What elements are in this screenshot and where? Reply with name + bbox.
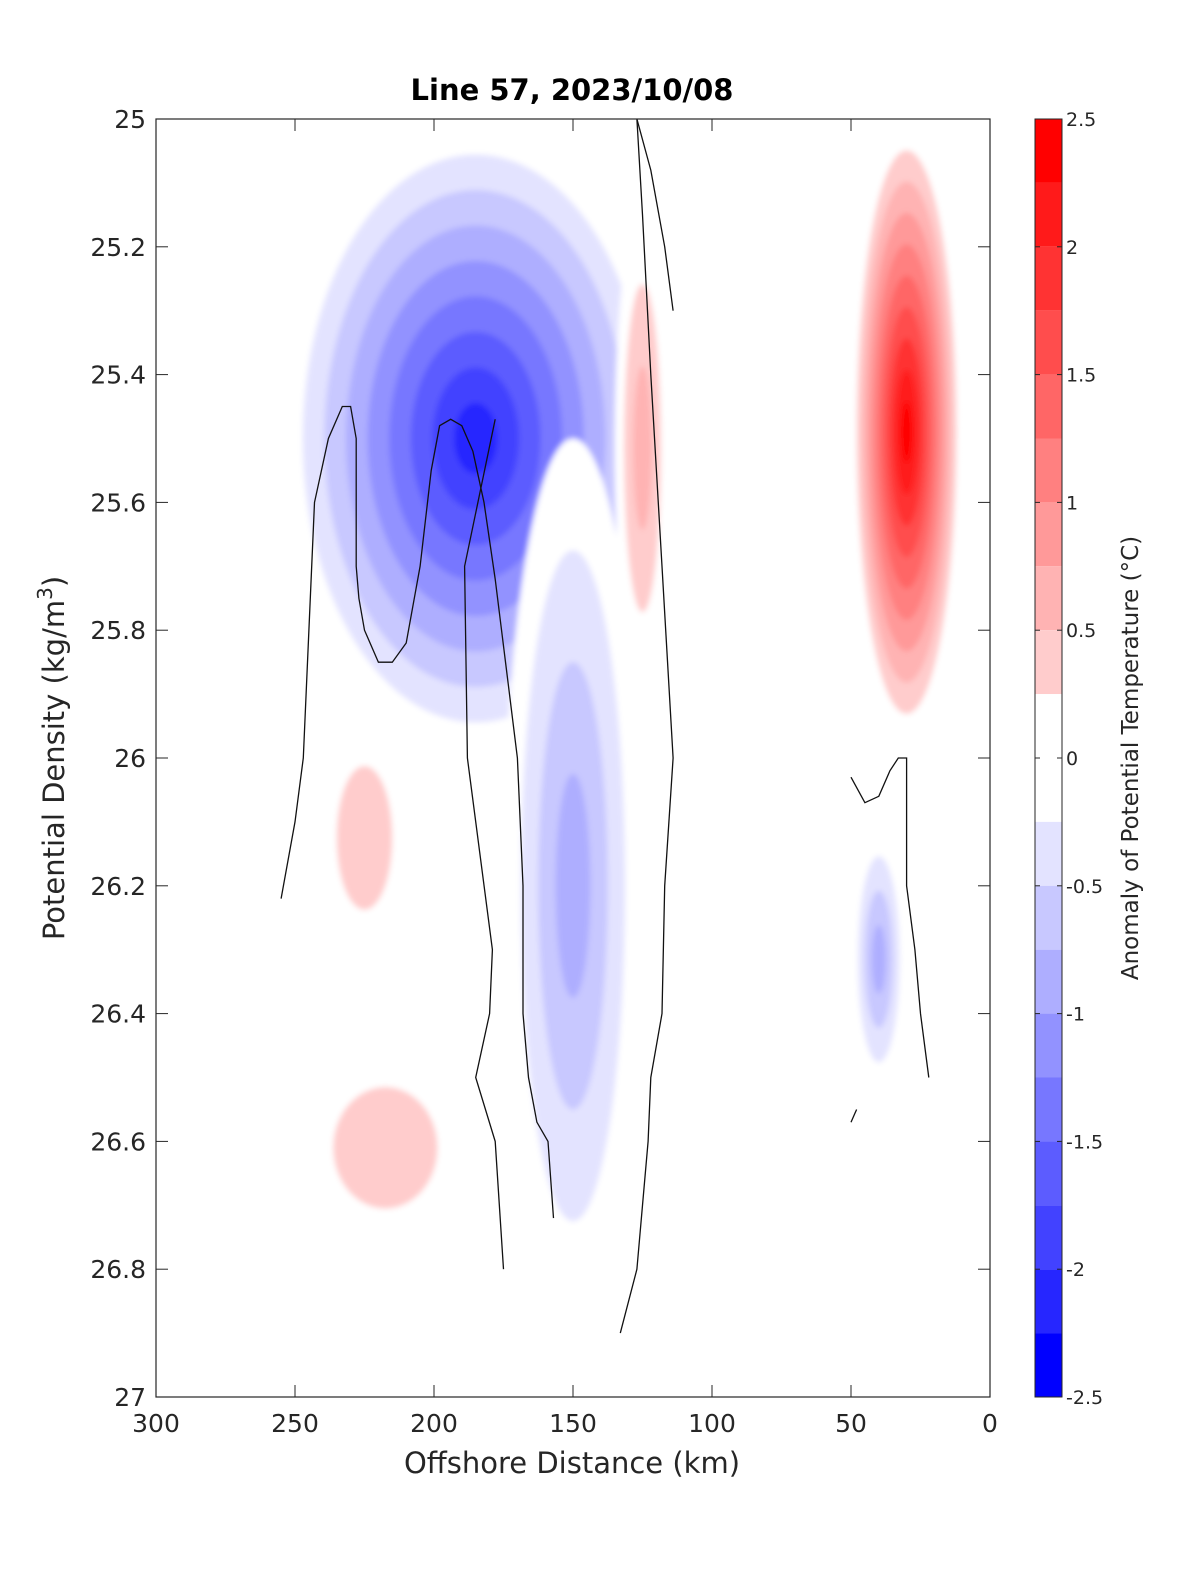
- colorbar-segment: [1035, 566, 1062, 631]
- colorbar-tick-label: -0.5: [1066, 876, 1103, 898]
- x-tick-label: 200: [410, 1409, 458, 1438]
- contour-band: [333, 1087, 438, 1209]
- colorbar-tick-label: 1: [1066, 492, 1078, 514]
- contour-band: [901, 400, 913, 464]
- x-tick-label: 50: [835, 1409, 867, 1438]
- x-tick-label: 0: [982, 1409, 998, 1438]
- colorbar-segment: [1035, 246, 1062, 311]
- y-tick-label: 26.8: [90, 1255, 146, 1284]
- y-axis-ticks: 25 25.2 25.4 25.6 25.8 26 26.2 26.4 26.6 26.8 27: [90, 105, 990, 1412]
- zero-contour-line: [636, 119, 674, 311]
- colorbar-segment: [1035, 182, 1062, 247]
- y-tick-label: 25: [114, 105, 146, 134]
- colorbar-segment: [1035, 758, 1062, 822]
- y-tick-label: 27: [114, 1383, 146, 1412]
- x-tick-label: 300: [132, 1409, 180, 1438]
- colorbar-tick-label: -1.5: [1066, 1131, 1103, 1153]
- zero-contour-line: [850, 757, 930, 1078]
- zero-contour-line: [280, 405, 555, 1219]
- colorbar-segment: [1035, 694, 1062, 758]
- chart-title: Line 57, 2023/10/08: [411, 73, 734, 107]
- contour-region-coastal-cold-patch: [851, 821, 907, 1097]
- contour-region-warm-lens-west: [308, 694, 421, 982]
- colorbar-segment: [1035, 1013, 1062, 1078]
- zero-contour-line: [619, 119, 674, 1334]
- colorbar-segment: [1035, 374, 1062, 439]
- y-axis-label-suffix: ): [37, 576, 71, 587]
- x-axis-ticks: 300 250 200 150 100 50 0: [132, 119, 998, 1438]
- zero-contour-line: [850, 1109, 858, 1123]
- colorbar-segment: [1035, 119, 1062, 183]
- y-axis-label: Potential Density (kg/m3): [33, 576, 71, 940]
- contour-band: [336, 765, 393, 910]
- colorbar-segment: [1035, 949, 1062, 1014]
- colorbar-segment: [1035, 1269, 1062, 1334]
- x-tick-label: 250: [271, 1409, 319, 1438]
- colorbar-tick-label: 0.5: [1066, 620, 1096, 642]
- colorbar-tick-label: 2: [1066, 237, 1078, 259]
- y-tick-label: 26: [114, 744, 146, 773]
- colorbar-segment: [1035, 502, 1062, 567]
- colorbar-tick-label: -2.5: [1066, 1387, 1103, 1409]
- colorbar-segment: [1035, 310, 1062, 375]
- colorbar-tick-label: -1: [1066, 1004, 1085, 1026]
- y-tick-label: 25.2: [90, 233, 146, 262]
- zero-contour-lines: [280, 119, 930, 1334]
- y-tick-label: 25.4: [90, 361, 146, 390]
- colorbar-tick-label: 1.5: [1066, 365, 1096, 387]
- colorbar-segment: [1035, 821, 1062, 886]
- contour-band: [555, 773, 591, 998]
- colorbar-tick-label: -2: [1066, 1259, 1085, 1281]
- y-tick-label: 26.6: [90, 1127, 146, 1156]
- contour-region-coastal-warm-core: [851, 119, 963, 746]
- colorbar: 2.5 2 1.5 1 0.5 0 -0.5 -1 -1.5 -2 -2.5: [1034, 109, 1103, 1409]
- y-tick-label: 25.6: [90, 488, 146, 517]
- contour-region-subsurface-cold-band: [503, 438, 643, 1334]
- y-axis-label-text: Potential Density (kg/m: [37, 600, 71, 940]
- y-tick-label: 26.4: [90, 1000, 146, 1029]
- colorbar-segment: [1035, 1141, 1062, 1206]
- colorbar-segment: [1035, 438, 1062, 503]
- colorbar-segment: [1035, 630, 1062, 695]
- zero-contour-line: [463, 419, 505, 1270]
- colorbar-tick-label: 0: [1066, 748, 1078, 770]
- y-axis-label-superscript: 3: [33, 587, 57, 600]
- x-tick-label: 100: [688, 1409, 736, 1438]
- y-tick-label: 25.8: [90, 616, 146, 645]
- contour-region-warm-layer-deep: [281, 1026, 490, 1270]
- contour-fills: [281, 119, 963, 1334]
- x-axis-label: Offshore Distance (km): [404, 1446, 740, 1480]
- contour-band: [633, 366, 652, 531]
- colorbar-tick-label: 2.5: [1066, 109, 1096, 131]
- colorbar-segment: [1035, 1205, 1062, 1270]
- colorbar-segment: [1035, 1333, 1062, 1397]
- x-tick-label: 150: [549, 1409, 597, 1438]
- contour-region-warm-streak: [614, 202, 671, 695]
- y-tick-label: 26.2: [90, 872, 146, 901]
- colorbar-segment: [1035, 1077, 1062, 1142]
- colorbar-label: Anomaly of Potential Temperature (°C): [1118, 536, 1144, 980]
- colorbar-segment: [1035, 885, 1062, 950]
- contour-band: [871, 924, 886, 994]
- contour-band: [454, 403, 498, 474]
